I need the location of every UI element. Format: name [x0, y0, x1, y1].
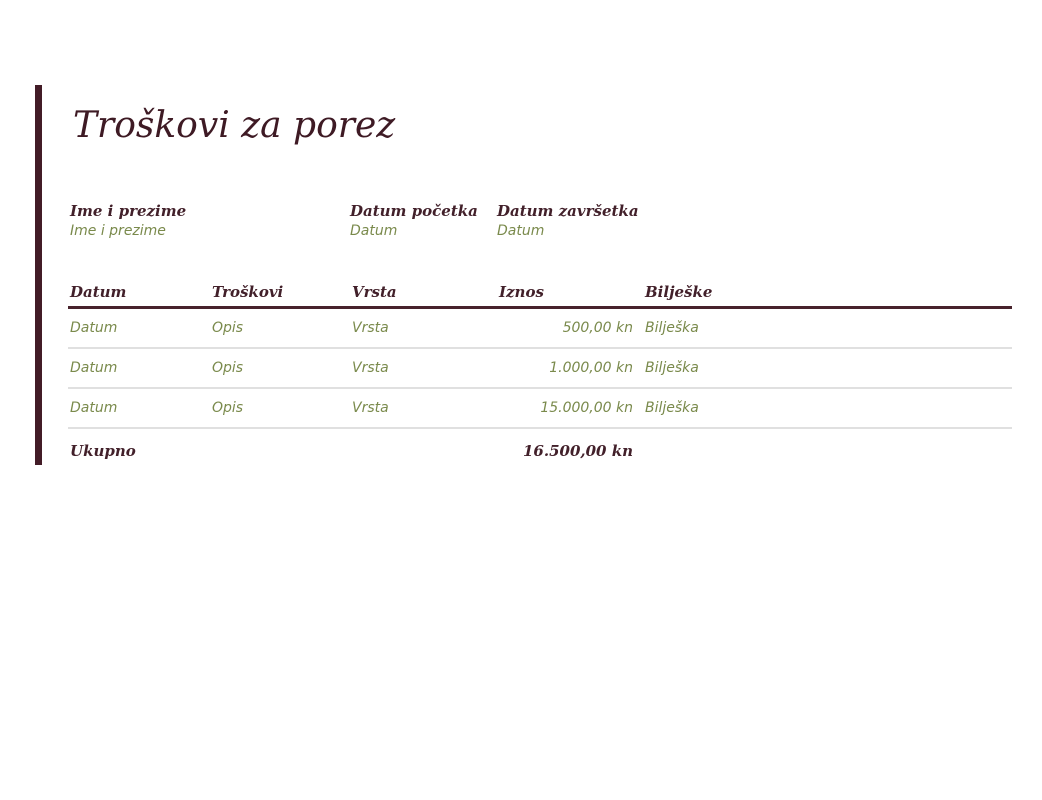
cell-datum[interactable]: Datum: [70, 400, 118, 416]
table-row: Datum Opis Vrsta 1.000,00 kn Bilješka: [68, 349, 1012, 389]
table-row: Datum Opis Vrsta 500,00 kn Bilješka: [68, 309, 1012, 349]
field-start-date-value[interactable]: Datum: [350, 223, 398, 239]
cell-iznos[interactable]: 1.000,00 kn: [549, 360, 633, 376]
table-header-row: Datum Troškovi Vrsta Iznos Bilješke: [68, 282, 1012, 309]
cell-datum[interactable]: Datum: [70, 320, 118, 336]
cell-biljeske[interactable]: Bilješka: [645, 400, 699, 416]
table-total-row: Ukupno 16.500,00 kn: [68, 429, 1012, 460]
field-name-value[interactable]: Ime i prezime: [70, 223, 166, 239]
expense-table: Datum Troškovi Vrsta Iznos Bilješke Datu…: [68, 282, 1012, 460]
cell-iznos[interactable]: 500,00 kn: [562, 320, 633, 336]
field-name: Ime i prezime Ime i prezime: [70, 202, 186, 239]
total-label: Ukupno: [70, 442, 136, 460]
cell-troskovi[interactable]: Opis: [212, 360, 244, 376]
cell-datum[interactable]: Datum: [70, 360, 118, 376]
left-accent-bar: [35, 85, 42, 465]
page-title: Troškovi za porez: [73, 105, 396, 146]
cell-vrsta[interactable]: Vrsta: [352, 320, 389, 336]
cell-troskovi[interactable]: Opis: [212, 400, 244, 416]
cell-biljeske[interactable]: Bilješka: [645, 360, 699, 376]
field-end-date-value[interactable]: Datum: [497, 223, 545, 239]
field-end-date-label: Datum završetka: [497, 202, 639, 220]
cell-iznos[interactable]: 15.000,00 kn: [540, 400, 633, 416]
column-header-datum: Datum: [70, 283, 127, 301]
table-row: Datum Opis Vrsta 15.000,00 kn Bilješka: [68, 389, 1012, 429]
header-fields: Ime i prezime Ime i prezime Datum početk…: [0, 202, 1042, 242]
column-header-iznos: Iznos: [499, 283, 544, 301]
field-start-date: Datum početka Datum: [350, 202, 478, 239]
cell-biljeske[interactable]: Bilješka: [645, 320, 699, 336]
column-header-vrsta: Vrsta: [352, 283, 397, 301]
column-header-biljeske: Bilješke: [645, 283, 713, 301]
cell-vrsta[interactable]: Vrsta: [352, 400, 389, 416]
cell-vrsta[interactable]: Vrsta: [352, 360, 389, 376]
total-amount: 16.500,00 kn: [522, 442, 633, 460]
field-end-date: Datum završetka Datum: [497, 202, 639, 239]
field-name-label: Ime i prezime: [70, 202, 187, 220]
cell-troskovi[interactable]: Opis: [212, 320, 244, 336]
field-start-date-label: Datum početka: [350, 202, 478, 220]
column-header-troskovi: Troškovi: [212, 283, 284, 301]
